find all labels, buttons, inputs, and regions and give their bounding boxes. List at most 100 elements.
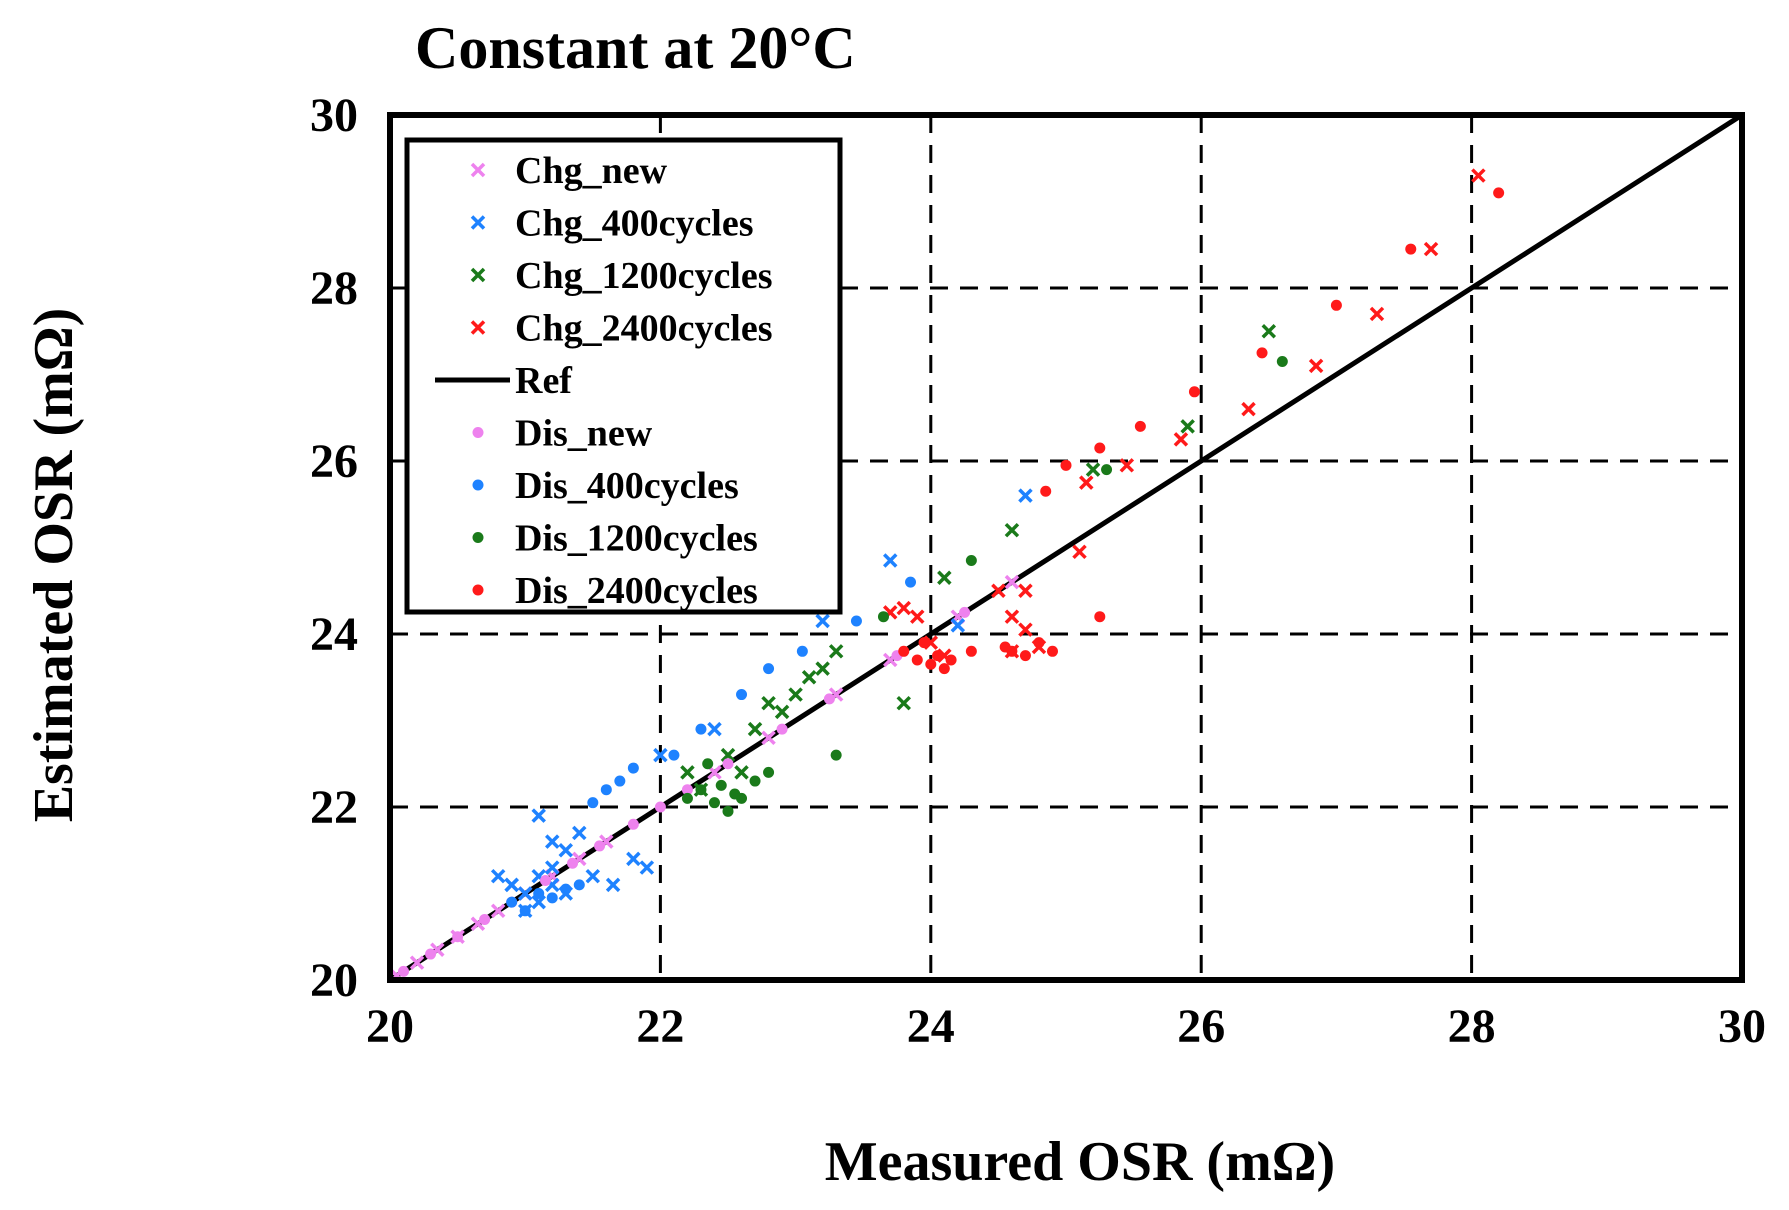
point-chg-400cycles — [490, 868, 506, 884]
point-chg-1200cycles-stroke-b — [896, 695, 911, 711]
legend-marker-swatch — [470, 215, 486, 230]
point-dis-2400cycles — [1006, 645, 1018, 657]
legend-entry-chg-new: Chg_new — [470, 150, 668, 192]
point-dis-400cycles — [546, 892, 558, 904]
legend-marker-swatch — [472, 584, 484, 596]
point-chg-1200cycles — [1085, 462, 1101, 477]
x-axis-label: Measured OSR (mΩ) — [825, 1131, 1335, 1193]
legend-entry-chg-400cycles: Chg_400cycles — [470, 203, 754, 245]
point-chg-2400cycles — [1173, 432, 1189, 447]
point-chg-400cycles-stroke-b — [504, 877, 519, 893]
point-chg-new-stroke-b — [707, 765, 722, 780]
point-chg-2400cycles — [1241, 401, 1256, 417]
point-chg-1200cycles — [747, 721, 763, 737]
point-chg-1200cycles-stroke-b — [937, 570, 952, 586]
point-chg-2400cycles-stroke-b — [1308, 358, 1324, 374]
point-chg-400cycles — [531, 808, 546, 823]
legend-label: Ref — [515, 360, 573, 402]
point-chg-2400cycles-stroke-b — [1072, 544, 1087, 560]
point-chg-2400cycles-stroke-b — [1173, 432, 1189, 447]
point-chg-2400cycles — [991, 583, 1006, 598]
point-dis-2400cycles — [1493, 187, 1505, 199]
point-chg-400cycles — [545, 834, 560, 849]
point-dis-400cycles — [763, 663, 775, 675]
point-dis-1200cycles — [749, 775, 761, 787]
point-chg-400cycles-stroke-b — [490, 868, 506, 884]
plot-frame — [387, 112, 1745, 983]
point-chg-1200cycles-stroke-b — [747, 721, 763, 737]
point-dis-2400cycles — [1094, 611, 1106, 623]
point-chg-400cycles — [1018, 488, 1033, 503]
point-dis-new — [959, 606, 971, 618]
point-chg-2400cycles — [1018, 583, 1033, 598]
point-dis-2400cycles — [1188, 386, 1200, 398]
x-tick-label: 22 — [636, 1000, 684, 1053]
point-dis-2400cycles — [925, 658, 937, 670]
point-dis-400cycles — [587, 797, 599, 809]
legend-marker-swatch — [470, 267, 486, 283]
point-dis-400cycles — [533, 888, 545, 899]
point-chg-400cycles — [531, 894, 546, 910]
legend-marker-swatch-stroke-b — [470, 162, 486, 178]
point-chg-2400cycles — [1079, 475, 1094, 490]
point-dis-new — [594, 840, 606, 852]
y-tick-label: 20 — [310, 954, 358, 1007]
point-chg-2400cycles-stroke-b — [910, 609, 925, 624]
point-chg-400cycles — [950, 618, 966, 633]
point-chg-400cycles-stroke-b — [1018, 488, 1033, 503]
point-dis-2400cycles — [1134, 420, 1146, 432]
point-chg-2400cycles-stroke-b — [1423, 241, 1439, 257]
point-chg-2400cycles-stroke-b — [1119, 458, 1135, 473]
point-chg-400cycles — [653, 747, 668, 763]
point-chg-400cycles-stroke-b — [572, 825, 587, 841]
point-dis-new — [681, 784, 693, 796]
point-chg-2400cycles-stroke-b — [1241, 401, 1256, 417]
point-dis-2400cycles — [1094, 442, 1106, 454]
point-chg-400cycles — [605, 877, 621, 893]
y-axis-label-text: Estimated OSR (mΩ) — [23, 308, 85, 823]
point-dis-new — [452, 931, 464, 943]
point-dis-new — [654, 801, 666, 813]
point-chg-1200cycles — [1004, 522, 1020, 538]
point-chg-2400cycles-stroke-b — [1079, 475, 1094, 490]
point-dis-2400cycles — [1046, 645, 1058, 657]
legend-label: Dis_1200cycles — [515, 518, 758, 560]
point-dis-new — [539, 875, 551, 887]
legend: Chg_new Chg_400cycles Chg_1200cycles Chg_24… — [404, 137, 843, 615]
point-dis-new — [567, 857, 579, 869]
legend-marker-swatch-stroke-b — [470, 215, 486, 230]
point-chg-1200cycles-stroke-b — [788, 687, 803, 702]
legend-label: Dis_new — [515, 413, 653, 455]
y-tick-label: 28 — [310, 262, 358, 315]
legend-label: Dis_400cycles — [515, 465, 739, 507]
point-dis-400cycles — [627, 762, 639, 774]
legend-entry-ref: Ref — [435, 360, 573, 402]
point-chg-2400cycles — [1423, 241, 1439, 257]
point-chg-400cycles-stroke-b — [545, 860, 560, 875]
y-tick-label: 30 — [310, 89, 358, 142]
point-chg-1200cycles-stroke-b — [801, 670, 817, 685]
tick-labels: 20 22 24 26 28 30 20 22 24 26 28 30 — [310, 89, 1766, 1053]
point-dis-400cycles — [695, 723, 707, 735]
point-dis-1200cycles — [722, 805, 734, 817]
point-chg-1200cycles-stroke-b — [828, 644, 844, 659]
y-tick-label: 22 — [310, 781, 358, 834]
point-chg-1200cycles — [937, 570, 952, 586]
point-dis-1200cycles — [763, 766, 775, 778]
point-dis-2400cycles — [1033, 637, 1045, 649]
point-chg-400cycles-stroke-b — [626, 851, 641, 867]
point-dis-2400cycles — [1040, 485, 1052, 497]
y-tick-label: 26 — [310, 435, 358, 488]
point-chg-1200cycles — [734, 765, 749, 780]
point-dis-2400cycles — [938, 663, 950, 675]
point-chg-400cycles — [585, 868, 601, 884]
point-dis-1200cycles — [729, 788, 741, 800]
point-chg-2400cycles — [1004, 609, 1020, 624]
point-chg-1200cycles-stroke-b — [1085, 462, 1101, 477]
legend-label: Dis_2400cycles — [515, 570, 758, 612]
point-dis-1200cycles — [708, 797, 720, 809]
point-dis-2400cycles — [898, 645, 910, 657]
legend-label: Chg_1200cycles — [515, 255, 773, 297]
point-dis-2400cycles — [1060, 459, 1072, 471]
point-chg-400cycles-stroke-b — [815, 613, 830, 629]
